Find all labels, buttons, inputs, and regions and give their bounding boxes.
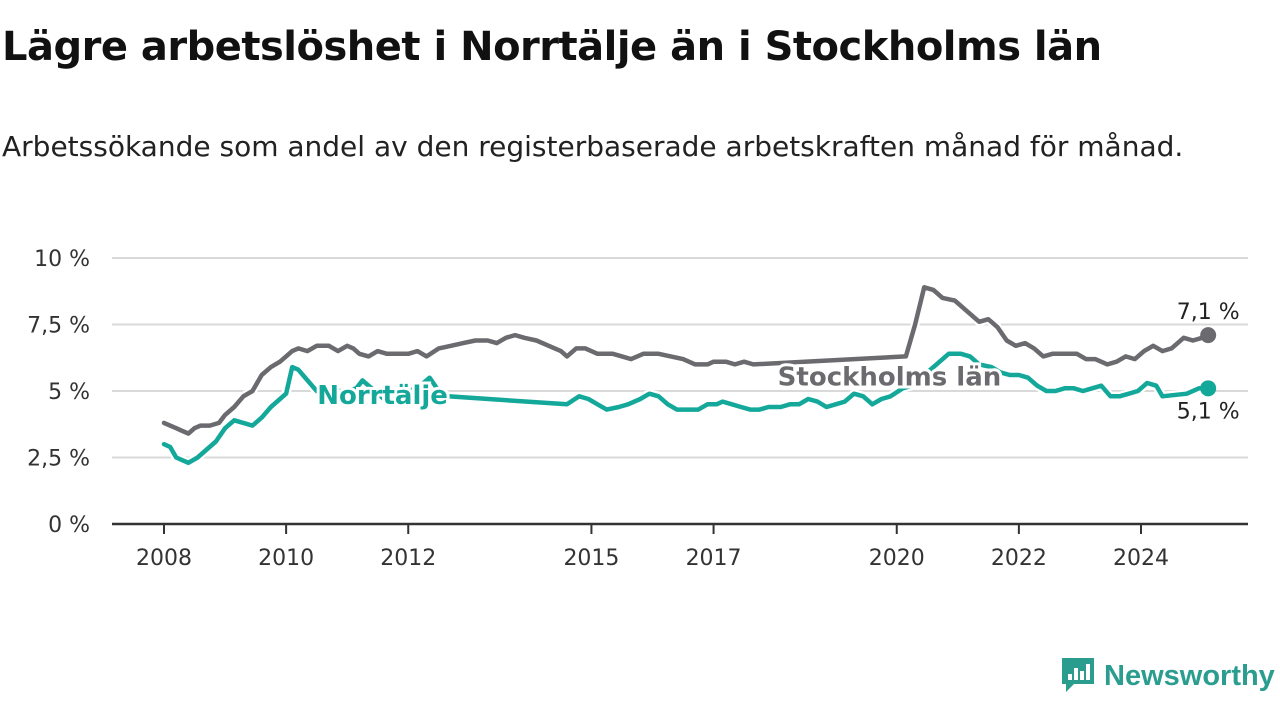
chart-title: Lägre arbetslöshet i Norrtälje än i Stoc… — [2, 24, 1102, 70]
series-name-label: Stockholms län — [778, 362, 1002, 392]
brand-logo: Newsworthy — [1060, 656, 1275, 696]
newsworthy-logo-icon — [1062, 658, 1094, 692]
series-name-label: Norrtälje — [317, 381, 448, 411]
series-end-point — [1200, 380, 1217, 397]
x-tick-label: 2017 — [686, 546, 742, 571]
series-end-label: 5,1 % — [1177, 399, 1240, 424]
y-tick-label: 10 % — [34, 247, 90, 272]
y-tick-label: 7,5 % — [27, 314, 90, 339]
chart-subtitle: Arbetssökande som andel av den registerb… — [2, 130, 1184, 163]
series-line — [161, 285, 1211, 436]
y-tick-label: 2,5 % — [27, 447, 90, 472]
x-tick-label: 2008 — [136, 546, 192, 571]
y-tick-label: 5 % — [48, 380, 90, 405]
brand-name: Newsworthy — [1104, 659, 1275, 692]
series-end-point — [1200, 327, 1217, 344]
x-tick-label: 2022 — [991, 546, 1047, 571]
x-tick-label: 2015 — [563, 546, 619, 571]
x-tick-label: 2010 — [258, 546, 314, 571]
series-end-label: 7,1 % — [1177, 300, 1240, 325]
x-tick-label: 2020 — [869, 546, 925, 571]
series-line — [161, 351, 1211, 466]
x-tick-label: 2012 — [380, 546, 436, 571]
x-tick-label: 2024 — [1113, 546, 1169, 571]
y-tick-label: 0 % — [48, 513, 90, 538]
